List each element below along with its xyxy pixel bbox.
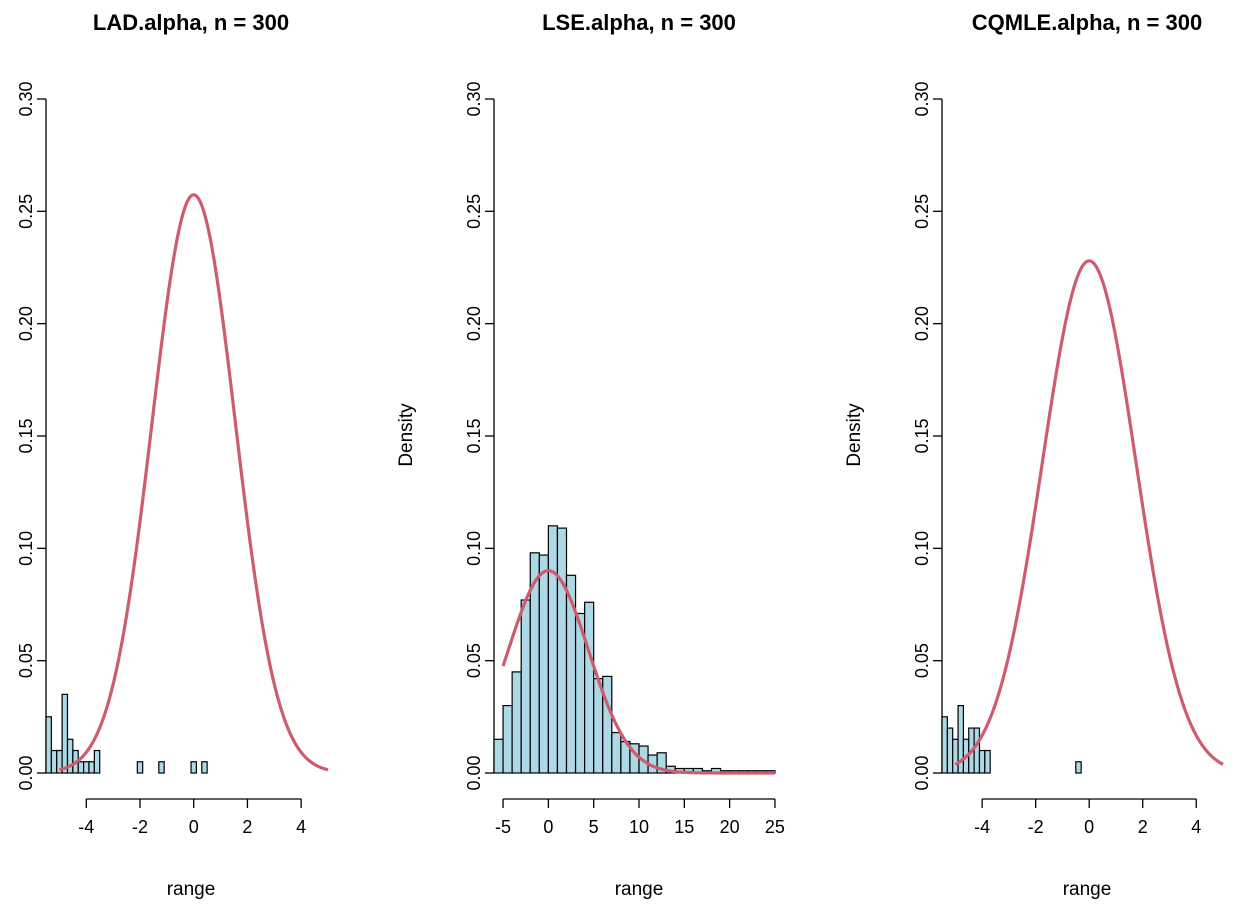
density-curve <box>954 259 1224 766</box>
y-tick-label: 0.10 <box>16 531 36 566</box>
x-tick-label: 4 <box>296 817 306 837</box>
x-tick-label: 0 <box>543 817 553 837</box>
chart-title: LAD.alpha, n = 300 <box>93 10 289 35</box>
y-axis-label: Density <box>844 403 865 467</box>
x-tick-label: -5 <box>495 817 511 837</box>
histogram-bar <box>973 727 981 774</box>
y-tick-label: 0.00 <box>16 755 36 790</box>
panel-lad-alpha: LAD.alpha, n = 300 range 0.00 0.05 0.10 0.1… <box>16 10 329 900</box>
x-tick-label: 20 <box>720 817 740 837</box>
x-tick-label: 2 <box>242 817 252 837</box>
histogram-bar <box>511 671 522 774</box>
histogram-bar <box>77 761 85 774</box>
histogram-bar <box>61 693 69 774</box>
x-tick-label: 5 <box>589 817 599 837</box>
y-tick-label: 0.25 <box>16 194 36 229</box>
histogram-bar <box>584 601 595 774</box>
density-curve <box>59 193 329 772</box>
histogram-bar <box>556 527 568 774</box>
y-tick-label: 0.20 <box>464 306 484 341</box>
histogram-bar <box>1075 761 1082 774</box>
histogram-bar <box>946 727 954 774</box>
x-tick-label: 10 <box>629 817 649 837</box>
histogram-bar <box>538 554 549 774</box>
y-tick-label: 0.30 <box>16 81 36 116</box>
x-tick-label: 15 <box>674 817 694 837</box>
y-axis-label: Density <box>396 403 417 467</box>
density-curve <box>501 569 776 775</box>
y-tick-label: 0.30 <box>464 81 484 116</box>
histogram-bar <box>952 738 959 774</box>
y-tick-label: 0.15 <box>912 418 932 453</box>
histogram-bar <box>941 716 948 774</box>
histogram-bar <box>201 761 208 774</box>
histogram-bar <box>50 749 58 774</box>
histogram-bar <box>547 525 559 774</box>
histogram-bar <box>158 761 165 774</box>
histogram-bar <box>190 761 197 774</box>
y-tick-label: 0.25 <box>912 194 932 229</box>
y-tick-label: 0.20 <box>912 306 932 341</box>
y-tick-label: 0.05 <box>464 643 484 678</box>
x-axis-label: range <box>615 879 664 900</box>
x-tick-label: 0 <box>1084 817 1094 837</box>
histogram-bar <box>611 731 622 774</box>
y-tick-label: 0.25 <box>464 194 484 229</box>
chart-title: LSE.alpha, n = 300 <box>542 10 736 35</box>
panel-cqmle-alpha: CQMLE.alpha, n = 300 range Density 0.00 0… <box>844 10 1224 900</box>
x-axis-label: range <box>167 879 216 900</box>
x-tick-label: -2 <box>1028 817 1044 837</box>
y-tick-label: 0.00 <box>912 755 932 790</box>
x-tick-label: 25 <box>765 817 785 837</box>
y-tick-label: 0.15 <box>464 418 484 453</box>
histogram-bar <box>656 752 667 774</box>
x-axis-label: range <box>1063 879 1112 900</box>
y-tick-label: 0.10 <box>464 531 484 566</box>
histogram-bar <box>88 761 95 774</box>
y-tick-label: 0.05 <box>912 643 932 678</box>
y-tick-label: 0.05 <box>16 643 36 678</box>
chart-title: CQMLE.alpha, n = 300 <box>972 10 1202 35</box>
histogram-bar <box>493 738 504 774</box>
y-tick-label: 0.00 <box>464 755 484 790</box>
y-tick-label: 0.15 <box>16 418 36 453</box>
x-tick-label: -4 <box>78 817 94 837</box>
histogram-bar <box>984 749 991 774</box>
histogram-bar <box>82 761 90 774</box>
x-tick-label: 4 <box>1191 817 1201 837</box>
x-tick-label: -4 <box>974 817 990 837</box>
y-tick-label: 0.20 <box>16 306 36 341</box>
histogram-bar <box>978 749 986 774</box>
y-tick-label: 0.10 <box>912 531 932 566</box>
x-tick-label: 0 <box>189 817 199 837</box>
histogram-bar <box>136 761 144 774</box>
histogram-bar <box>93 749 101 774</box>
histogram-bar <box>520 599 531 774</box>
histogram-bar <box>45 716 52 774</box>
histogram-bar <box>602 675 613 774</box>
panel-lse-alpha: LSE.alpha, n = 300 range Density 0.00 0.0… <box>396 10 785 900</box>
y-tick-label: 0.30 <box>912 81 932 116</box>
x-tick-label: -2 <box>132 817 148 837</box>
histogram-bar <box>502 704 513 774</box>
x-tick-label: 2 <box>1138 817 1148 837</box>
